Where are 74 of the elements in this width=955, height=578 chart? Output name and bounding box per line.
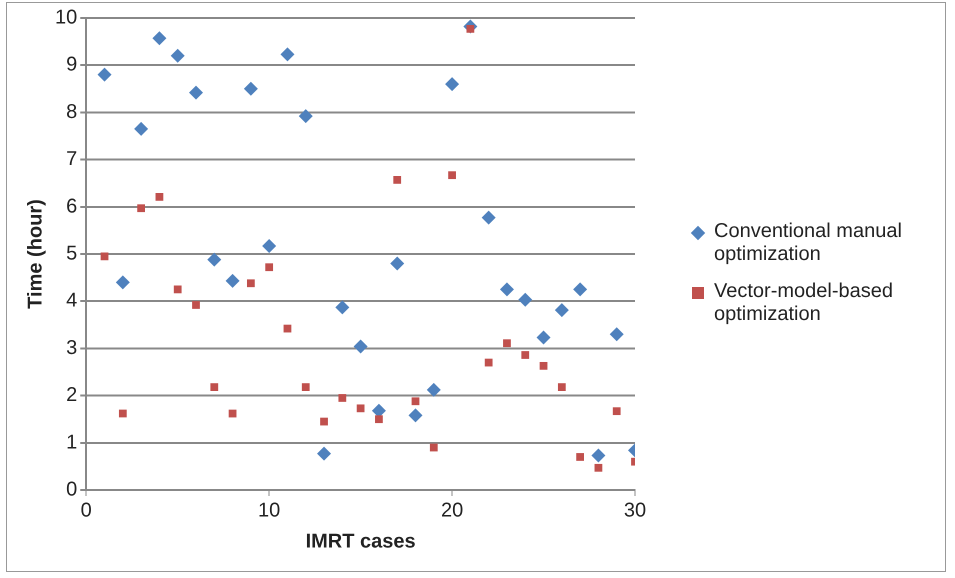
point: [170, 48, 185, 63]
point: [302, 383, 310, 391]
point: [207, 252, 222, 267]
point: [430, 444, 438, 452]
point: [265, 263, 274, 272]
point: [500, 282, 514, 296]
point: [390, 256, 404, 270]
point: [448, 171, 456, 180]
point: [280, 47, 294, 62]
point: [536, 330, 551, 345]
y-tick-label: 9: [66, 54, 78, 76]
y-tick-label: 3: [66, 336, 78, 359]
point: [558, 383, 566, 391]
point: [244, 82, 258, 96]
point: [573, 282, 588, 296]
point: [335, 300, 350, 314]
point: [554, 303, 569, 318]
point: [484, 358, 493, 366]
point: [610, 327, 624, 342]
point: [174, 286, 182, 294]
point: [338, 394, 346, 402]
point: [100, 252, 108, 260]
point: [137, 204, 146, 212]
point: [354, 340, 368, 354]
point: [118, 410, 127, 418]
point: [226, 274, 240, 288]
y-tick-label: 1: [66, 431, 78, 454]
point: [134, 122, 148, 136]
point: [188, 86, 203, 100]
point: [375, 415, 383, 424]
point: [262, 238, 276, 253]
point: [591, 448, 606, 463]
point: [540, 362, 548, 370]
point: [521, 351, 530, 359]
point: [412, 397, 420, 406]
y-tick-label: 0: [66, 478, 78, 501]
y-tick-label: 7: [66, 148, 78, 170]
point: [408, 408, 422, 422]
point: [594, 464, 602, 472]
y-tick-label: 2: [66, 384, 78, 406]
y-tick-label: 10: [54, 6, 78, 29]
point: [612, 407, 621, 416]
point: [320, 418, 328, 426]
x-tick-label: 10: [258, 500, 280, 522]
point: [210, 383, 218, 391]
point: [426, 382, 441, 397]
legend-label: Conventional manual optimization: [714, 220, 903, 266]
point: [317, 446, 332, 461]
point: [192, 301, 200, 309]
point: [393, 176, 402, 184]
y-tick-label: 5: [66, 242, 78, 265]
point: [98, 68, 112, 82]
y-tick-label: 8: [66, 100, 78, 123]
point: [482, 210, 496, 225]
point: [156, 193, 164, 201]
x-tick-label: 20: [440, 500, 464, 522]
point: [228, 410, 236, 418]
point: [356, 404, 365, 412]
x-tick-label: 0: [80, 500, 92, 522]
x-axis-title: IMRT cases: [306, 530, 416, 553]
point: [116, 275, 130, 290]
point: [445, 77, 460, 92]
point: [503, 339, 511, 348]
y-axis-title: Time (hour): [24, 199, 47, 309]
point: [284, 324, 292, 332]
point: [518, 292, 532, 307]
y-tick-label: 6: [66, 195, 78, 218]
point: [576, 453, 584, 461]
point: [152, 31, 166, 46]
legend-label: Vector-model-based optimization: [714, 280, 894, 326]
point: [246, 279, 255, 288]
x-tick-label: 30: [624, 500, 646, 522]
y-tick-label: 4: [66, 290, 78, 312]
point: [298, 109, 313, 124]
